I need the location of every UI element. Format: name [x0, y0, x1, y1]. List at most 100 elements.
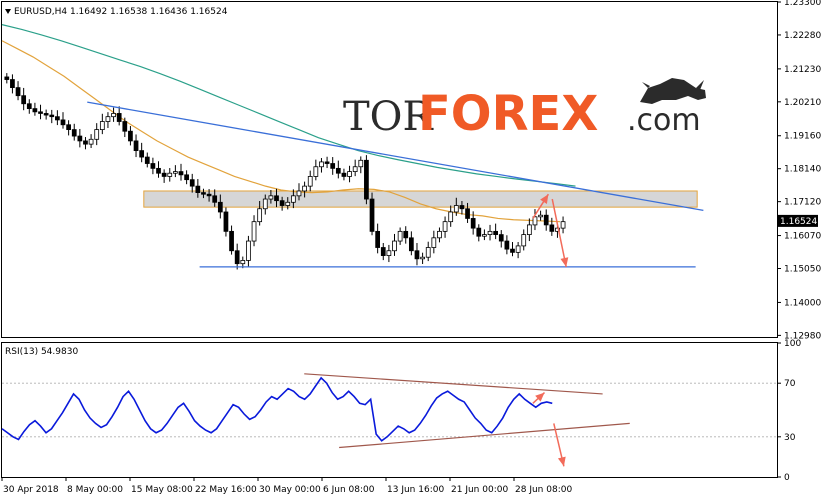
trend-line — [87, 101, 704, 212]
candle-body — [470, 218, 476, 229]
main-header: EURUSD,H4 1.16492 1.16538 1.16436 1.1652… — [5, 7, 228, 17]
candle-body — [431, 237, 437, 248]
candle-body — [453, 205, 459, 213]
candle-body — [437, 230, 442, 239]
y-tick-label: 1.22280 — [784, 31, 821, 41]
candle-body — [217, 201, 223, 213]
main-header-text: EURUSD,H4 1.16492 1.16538 1.16436 1.1652… — [14, 7, 228, 17]
candle-body — [21, 95, 27, 105]
candle-body — [156, 167, 161, 174]
bull-bear-icon — [640, 78, 706, 104]
candle-body — [144, 156, 150, 164]
candle-body — [392, 240, 397, 252]
candle-body — [60, 119, 66, 126]
candle-body — [49, 114, 55, 118]
candle-body — [324, 161, 330, 164]
y-tick-label: 1.19160 — [784, 132, 821, 142]
candle-body — [414, 250, 420, 260]
watermark-logo: TOR FOREX .com — [343, 78, 706, 142]
candle-body — [32, 108, 38, 113]
x-tick-label: 30 Apr 2018 — [3, 485, 59, 495]
candle-body — [77, 135, 83, 142]
candle-body — [184, 174, 189, 181]
candle-body — [408, 237, 414, 252]
candle-body — [403, 230, 409, 239]
rsi-tick-label: 30 — [784, 433, 796, 443]
candle-body — [201, 192, 206, 195]
candle-body — [358, 159, 364, 168]
x-tick-label: 8 May 00:00 — [67, 485, 123, 495]
y-tick-label: 1.15050 — [784, 265, 821, 275]
rsi-tick-label: 100 — [784, 339, 801, 349]
x-tick-label: 13 Jun 16:00 — [387, 485, 444, 495]
candle-body — [99, 121, 105, 131]
candle-body — [206, 193, 212, 197]
candle-body — [71, 129, 77, 137]
candle-body — [296, 190, 302, 197]
candle-body — [161, 172, 167, 177]
candle-body — [38, 111, 43, 114]
y-tick-label: 1.23300 — [784, 0, 821, 8]
y-tick-label: 1.18140 — [784, 165, 821, 175]
rsi-panel-frame — [1, 342, 778, 478]
candle-body — [173, 171, 178, 174]
rsi-header-text: RSI(13) 54.9830 — [5, 347, 78, 357]
candle-body — [302, 185, 307, 192]
candle-body — [555, 227, 560, 232]
candle-body — [352, 166, 358, 172]
candle-body — [128, 130, 133, 142]
x-tick-label: 28 Jun 08:00 — [515, 485, 572, 495]
forecast-arrow-head — [560, 257, 569, 267]
candle-body — [167, 172, 173, 177]
rsi-trend-line — [304, 373, 603, 395]
candle-body — [66, 124, 71, 131]
resistance-zone — [143, 190, 698, 208]
candle-body — [212, 195, 218, 203]
candle-body — [274, 195, 279, 202]
candle-body — [476, 227, 482, 237]
candle-body — [425, 247, 431, 258]
main-panel-frame — [1, 1, 778, 338]
candle-body — [15, 87, 21, 97]
candle-body — [515, 245, 521, 253]
candle-body — [487, 230, 493, 235]
candle-body — [560, 221, 566, 229]
forecast-arrow-line — [551, 198, 567, 268]
candle-body — [307, 176, 313, 187]
y-tick-label: 1.12980 — [784, 331, 821, 341]
candle-body — [448, 211, 454, 223]
candle-body — [240, 260, 246, 265]
candle-body — [195, 185, 201, 193]
candle-body — [526, 224, 532, 235]
y-tick-label: 1.16070 — [784, 232, 821, 242]
candle-body — [122, 121, 128, 132]
candle-body — [94, 129, 100, 140]
candle-body — [55, 116, 60, 121]
candle-body — [482, 234, 487, 237]
candle-body — [4, 76, 10, 80]
candle-body — [386, 250, 392, 256]
y-tick-label: 1.20210 — [784, 98, 821, 108]
candle-body — [88, 138, 94, 145]
candle-body — [139, 150, 145, 158]
candle-body — [330, 163, 336, 169]
candle-body — [229, 230, 234, 252]
rsi-trend-line — [339, 422, 630, 449]
candle-body — [369, 198, 375, 232]
candle-body — [133, 140, 139, 152]
candle-body — [234, 250, 240, 265]
current-price-marker — [778, 214, 818, 227]
candle-body — [498, 234, 504, 242]
candle-body — [335, 167, 341, 174]
candle-body — [83, 140, 88, 145]
current-price-label: 1.16524 — [780, 217, 817, 227]
candle-body — [116, 113, 122, 122]
forecast-arrow-head — [557, 456, 566, 467]
candle-body — [420, 256, 425, 260]
candle-body — [347, 171, 352, 177]
candle-body — [532, 216, 538, 226]
candle-body — [10, 79, 15, 89]
candle-body — [364, 159, 369, 200]
candle-body — [521, 234, 527, 247]
